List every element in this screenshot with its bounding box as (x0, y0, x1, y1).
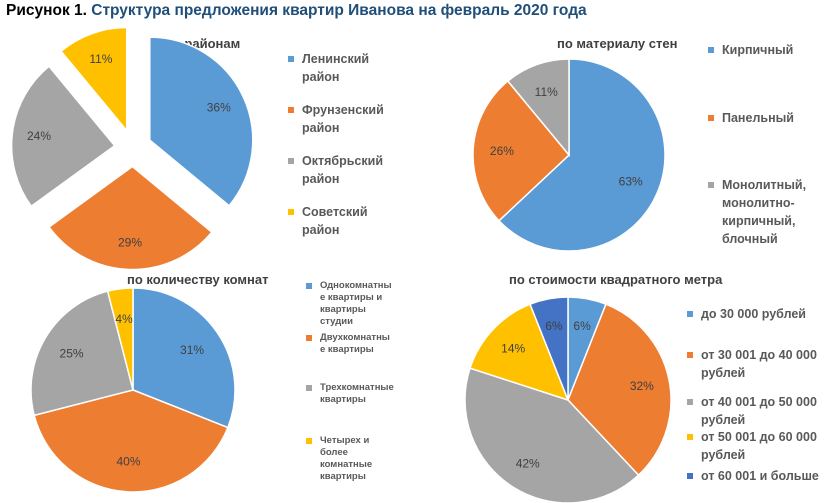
legend-label: от 40 001 до 50 000 рублей (701, 395, 817, 427)
legend-swatch (288, 209, 294, 215)
slice-data-label: 11% (89, 52, 112, 66)
pie-slice (464, 367, 640, 503)
legend-swatch (687, 311, 693, 317)
pie-slice (149, 36, 254, 207)
slice-data-label: 40% (117, 454, 141, 468)
chart-by-wall-material: по материалу стен 63% 26% 11% Кирпичный Пан… (417, 30, 834, 262)
pie-chart: 36% 29% 24% 11% (10, 26, 254, 271)
chart-by-rooms: по количеству комнат 31% 40% 25% 4% Одноком… (0, 268, 417, 503)
pie-chart: 63% 26% 11% (472, 58, 666, 252)
pie-slice (48, 165, 213, 271)
slice-data-label: 63% (619, 175, 643, 189)
figure-title-text: Структура предложения квартир Иванова на… (91, 2, 587, 19)
slice-data-label: 4% (115, 312, 133, 326)
pie-slice (506, 58, 570, 158)
legend-swatch (687, 352, 693, 358)
legend-label: Панельный (722, 111, 794, 125)
legend-swatch (708, 47, 714, 53)
slice-data-label: 6% (545, 319, 563, 333)
legend-label: Однокомнатны е квартиры и квартиры студии (320, 280, 392, 327)
legend-swatch (306, 438, 312, 444)
legend-swatch (306, 283, 312, 289)
pie-slice (30, 290, 134, 417)
legend-swatch (306, 335, 312, 341)
legend-label: Кирпичный (722, 43, 794, 57)
legend-label: Ленинский район (302, 52, 370, 84)
legend-label: Трехкомнатные квартиры (320, 382, 394, 405)
slice-data-label: 6% (573, 319, 591, 333)
pie-chart: 31% 40% 25% 4% (30, 287, 236, 493)
slice-data-label: 31% (180, 343, 204, 357)
pie-slice (529, 296, 569, 401)
legend-label: Октябрьский район (302, 154, 384, 186)
chart-title: по стоимости квадратного метра (509, 272, 723, 287)
legend-swatch (687, 399, 693, 405)
legend-swatch (288, 158, 294, 164)
slice-data-label: 26% (490, 144, 514, 158)
legend-label: Монолитный, монолитно-кирпичный, блочный (722, 178, 807, 246)
pie-slice (106, 287, 134, 391)
slice-data-label: 32% (630, 379, 654, 393)
figure-title-lead: Рисунок 1. (6, 2, 87, 19)
slice-data-label: 24% (27, 129, 51, 143)
pie-slice (469, 303, 570, 402)
legend-label: Фрунзенский район (302, 103, 384, 135)
chart-by-district: по районам 36% 29% 24% 11% Ленинский район Фр… (0, 26, 417, 271)
legend-swatch (288, 107, 294, 113)
pie-slice (567, 303, 672, 477)
pie-slice (60, 26, 128, 133)
pie-slice (132, 287, 236, 429)
legend-label: Советский район (302, 205, 368, 237)
legend-swatch (708, 182, 714, 188)
legend-swatch (687, 473, 693, 479)
slice-data-label: 42% (516, 456, 540, 470)
legend-label: до 30 000 рублей (701, 307, 806, 321)
chart-title: по материалу стен (557, 36, 678, 51)
slice-data-label: 25% (60, 347, 84, 361)
legend-swatch (306, 385, 312, 391)
legend-label: от 30 001 до 40 000 рублей (701, 348, 817, 380)
figure-title: Рисунок 1. Структура предложения квартир… (6, 2, 587, 20)
slice-data-label: 29% (118, 236, 142, 250)
legend-swatch (687, 434, 693, 440)
legend-label: Двухкомнатны е квартиры (320, 332, 390, 355)
pie-chart: 6% 32% 42% 14% 6% (464, 296, 672, 503)
legend-swatch (708, 115, 714, 121)
pie-slice (33, 389, 229, 493)
pie-slice (497, 58, 666, 252)
slice-data-label: 36% (207, 101, 231, 115)
slice-data-label: 11% (535, 85, 558, 99)
slice-data-label: 14% (501, 342, 525, 356)
legend-label: от 60 001 и больше (701, 469, 819, 483)
legend-label: Четырех и более комнатные квартиры (320, 435, 373, 482)
chart-title: по количеству комнат (127, 272, 269, 287)
pie-slice (10, 65, 116, 208)
legend-swatch (288, 56, 294, 62)
pie-slice (472, 79, 571, 222)
chart-by-price-per-sqm: по стоимости квадратного метра 6% 32% 42% 1… (417, 268, 834, 503)
legend-label: от 50 001 до 60 000 рублей (701, 430, 817, 462)
